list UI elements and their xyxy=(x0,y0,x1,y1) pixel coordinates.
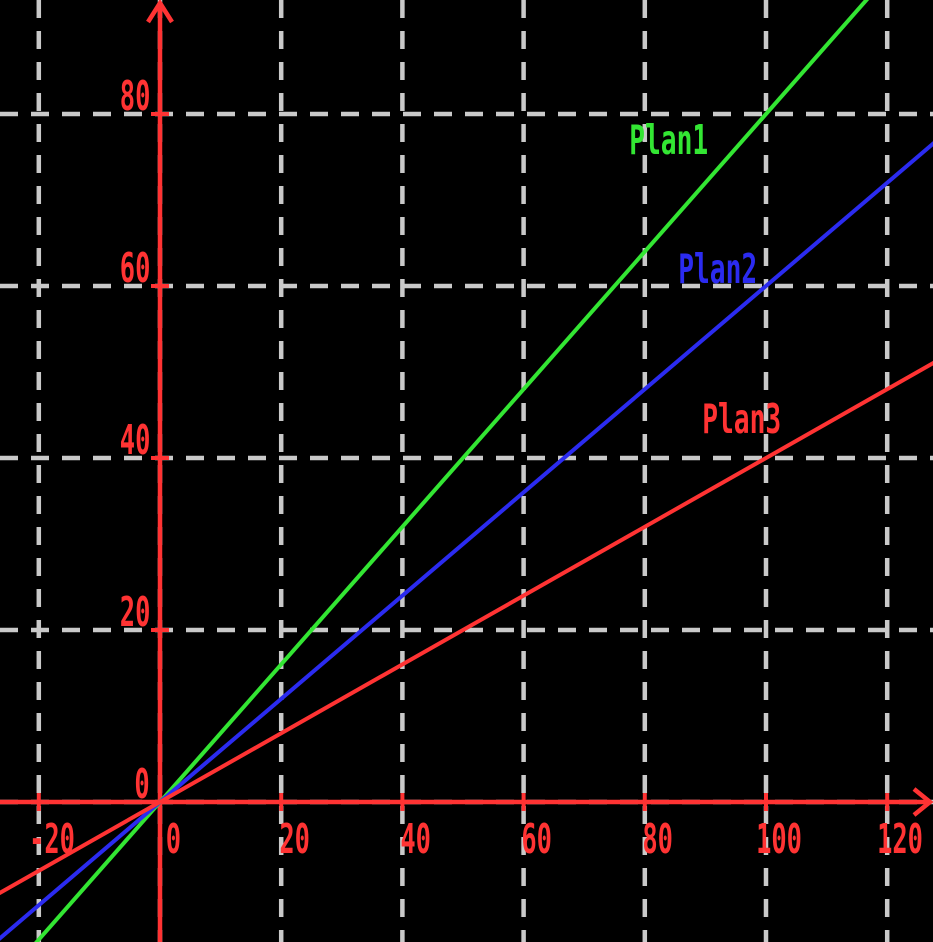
series-line-plan2 xyxy=(0,141,933,941)
x-axis-arrow-icon xyxy=(912,787,933,817)
series-line-plan3 xyxy=(0,360,933,896)
y-axis-arrow-icon xyxy=(146,0,174,24)
